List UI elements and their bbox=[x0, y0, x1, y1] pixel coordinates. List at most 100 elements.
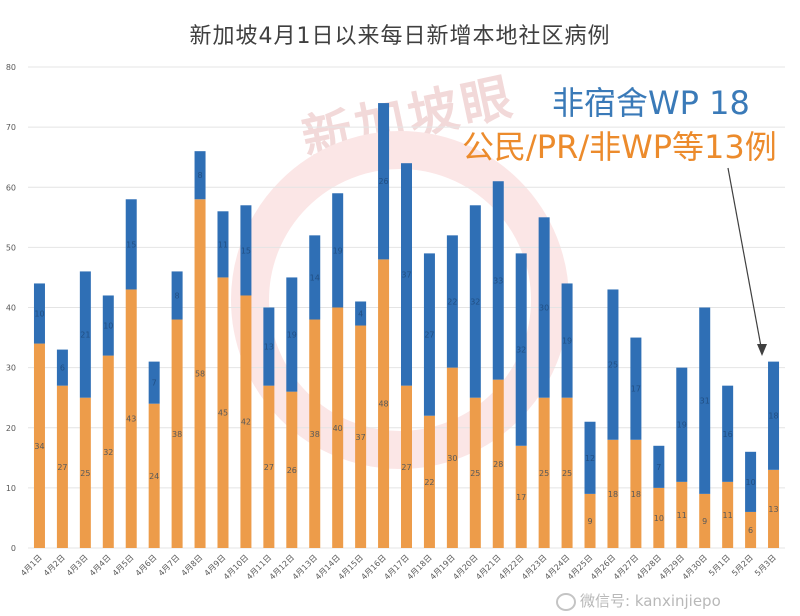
data-label-bottom: 11 bbox=[723, 511, 733, 520]
data-label-bottom: 30 bbox=[447, 454, 457, 463]
data-label-top: 19 bbox=[333, 246, 343, 255]
bar-segment-bottom bbox=[722, 481, 734, 548]
bar-segment-bottom bbox=[33, 343, 45, 548]
bar-segment-top bbox=[676, 367, 688, 482]
data-label-bottom: 25 bbox=[80, 469, 90, 478]
data-label-bottom: 9 bbox=[702, 517, 707, 526]
bar-segment-top bbox=[492, 181, 504, 380]
y-tick-label: 30 bbox=[6, 364, 16, 373]
data-label-top: 17 bbox=[631, 385, 641, 394]
y-tick-label: 10 bbox=[6, 484, 16, 493]
bar-segment-top bbox=[194, 151, 206, 200]
bar-segment-bottom bbox=[676, 481, 688, 548]
y-tick-label: 70 bbox=[6, 123, 16, 132]
data-label-top: 14 bbox=[310, 273, 320, 282]
data-label-top: 32 bbox=[470, 297, 480, 306]
bar-segment-top bbox=[56, 349, 68, 386]
x-tick-label: 4月5日 bbox=[111, 553, 136, 578]
bar-segment-bottom bbox=[240, 295, 252, 548]
wechat-icon bbox=[556, 592, 576, 611]
data-label-top: 27 bbox=[424, 331, 434, 340]
data-label-top: 15 bbox=[241, 246, 251, 255]
data-label-top: 19 bbox=[562, 337, 572, 346]
bar-segment-top bbox=[309, 235, 321, 320]
bar-segment-top bbox=[653, 445, 665, 488]
data-label-top: 31 bbox=[700, 397, 710, 406]
bar-segment-top bbox=[286, 277, 298, 392]
bar-segment-top bbox=[469, 205, 481, 398]
bar-segment-bottom bbox=[401, 385, 412, 548]
annotation-arrow bbox=[727, 167, 763, 353]
chart-title: 新加坡4月1日以来每日新增本地社区病例 bbox=[189, 24, 611, 49]
bar-segment-bottom bbox=[355, 325, 367, 548]
bar-segment-bottom bbox=[699, 493, 711, 548]
data-label-bottom: 38 bbox=[310, 430, 320, 439]
data-label-bottom: 45 bbox=[218, 409, 228, 418]
data-label-bottom: 58 bbox=[195, 370, 205, 379]
data-label-top: 7 bbox=[656, 463, 661, 472]
bar-segment-top bbox=[125, 199, 137, 290]
bar-segment-top bbox=[171, 271, 183, 320]
data-label-bottom: 28 bbox=[493, 460, 503, 469]
bar-segment-top bbox=[699, 307, 711, 494]
data-label-bottom: 37 bbox=[356, 433, 366, 442]
x-tick-label: 4月30日 bbox=[681, 553, 709, 581]
data-label-bottom: 40 bbox=[333, 424, 343, 433]
bar-segment-top bbox=[79, 271, 91, 398]
bar-segment-top bbox=[515, 253, 527, 446]
data-label-top: 22 bbox=[447, 297, 457, 306]
bar-segment-top bbox=[446, 235, 458, 368]
bar-segment-bottom bbox=[171, 319, 183, 548]
data-label-top: 4 bbox=[358, 310, 363, 319]
y-tick-label: 40 bbox=[6, 304, 16, 313]
bar-segment-bottom bbox=[630, 439, 642, 548]
x-tick-label: 5月3日 bbox=[753, 553, 778, 578]
data-label-bottom: 22 bbox=[424, 478, 434, 487]
bar-segment-top bbox=[722, 385, 734, 482]
y-tick-label: 60 bbox=[6, 183, 16, 192]
data-label-top: 30 bbox=[539, 304, 549, 313]
annotation-arrow-head bbox=[757, 344, 767, 356]
data-label-bottom: 6 bbox=[748, 526, 753, 535]
bar-segment-top bbox=[630, 337, 642, 440]
y-tick-label: 80 bbox=[6, 63, 16, 72]
bar-segment-top bbox=[332, 193, 344, 308]
data-label-bottom: 42 bbox=[241, 418, 251, 427]
data-label-bottom: 25 bbox=[539, 469, 549, 478]
bar-segment-top bbox=[263, 307, 275, 386]
data-label-bottom: 18 bbox=[631, 490, 641, 499]
x-tick-label: 4月6日 bbox=[134, 553, 159, 578]
bar-segment-top bbox=[538, 217, 550, 398]
data-label-bottom: 9 bbox=[587, 517, 592, 526]
bar-segment-top bbox=[148, 361, 160, 404]
data-label-top: 33 bbox=[493, 276, 503, 285]
annotation-non-dorm: 非宿舍WP 18 bbox=[552, 84, 750, 122]
data-label-bottom: 11 bbox=[677, 511, 687, 520]
x-tick-label: 4月7日 bbox=[157, 553, 182, 578]
data-label-bottom: 25 bbox=[470, 469, 480, 478]
data-label-top: 15 bbox=[126, 240, 136, 249]
bar-segment-top bbox=[423, 253, 435, 416]
x-tick-label: 4月8日 bbox=[180, 553, 205, 578]
bar-segment-bottom bbox=[423, 415, 435, 548]
data-label-bottom: 26 bbox=[287, 466, 297, 475]
data-label-bottom: 24 bbox=[149, 472, 159, 481]
data-label-top: 19 bbox=[287, 331, 297, 340]
data-label-top: 10 bbox=[34, 310, 44, 319]
data-label-top: 26 bbox=[378, 177, 388, 186]
bar-segment-top bbox=[102, 295, 114, 356]
bar-segment-top bbox=[378, 103, 390, 260]
bar-segment-bottom bbox=[584, 493, 596, 548]
bar-segment-bottom bbox=[768, 469, 780, 548]
bar-segment-top bbox=[240, 205, 252, 296]
bar-segment-bottom bbox=[79, 397, 91, 548]
data-label-bottom: 32 bbox=[103, 448, 113, 457]
bar-segment-bottom bbox=[561, 397, 573, 548]
bar-segment-top bbox=[745, 451, 757, 512]
data-label-top: 10 bbox=[745, 478, 755, 487]
bar-segment-bottom bbox=[378, 259, 390, 548]
bar-segment-top bbox=[561, 283, 573, 398]
y-tick-label: 0 bbox=[11, 544, 16, 553]
data-label-bottom: 27 bbox=[401, 463, 411, 472]
bar-segment-bottom bbox=[56, 385, 68, 548]
